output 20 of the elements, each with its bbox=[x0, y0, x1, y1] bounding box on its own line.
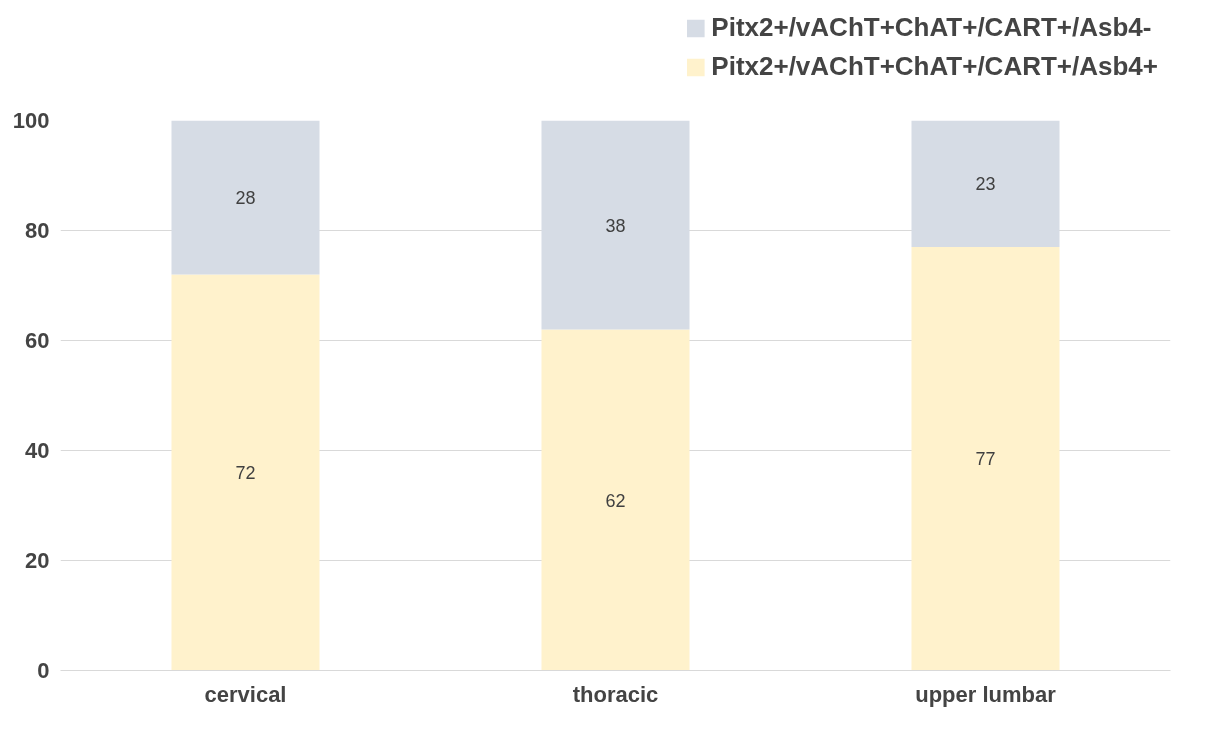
bar bbox=[911, 247, 1060, 671]
data-label: 23 bbox=[975, 174, 996, 195]
y-tick-label: 20 bbox=[25, 548, 50, 573]
x-tick-label: upper lumbar bbox=[915, 681, 1057, 707]
y-tick-label: 100 bbox=[12, 108, 50, 133]
y-tick-label: 80 bbox=[25, 218, 50, 243]
y-tick-label: 60 bbox=[25, 328, 50, 353]
legend-label: Pitx2+/vAChT+ChAT+/CART+/Asb4+ bbox=[711, 51, 1158, 82]
y-tick-label: 0 bbox=[37, 658, 50, 683]
bar bbox=[541, 329, 690, 671]
data-label: 77 bbox=[975, 449, 996, 470]
y-tick-label: 40 bbox=[25, 438, 50, 463]
data-label: 72 bbox=[235, 463, 256, 483]
data-label: 62 bbox=[605, 490, 626, 511]
legend-label: Pitx2+/vAChT+ChAT+/CART+/Asb4- bbox=[711, 12, 1152, 43]
bar bbox=[171, 274, 320, 671]
data-label: 28 bbox=[235, 188, 256, 208]
data-label: 38 bbox=[605, 215, 626, 236]
x-tick-label: thoracic bbox=[572, 681, 659, 707]
x-tick-label: cervical bbox=[204, 681, 287, 707]
